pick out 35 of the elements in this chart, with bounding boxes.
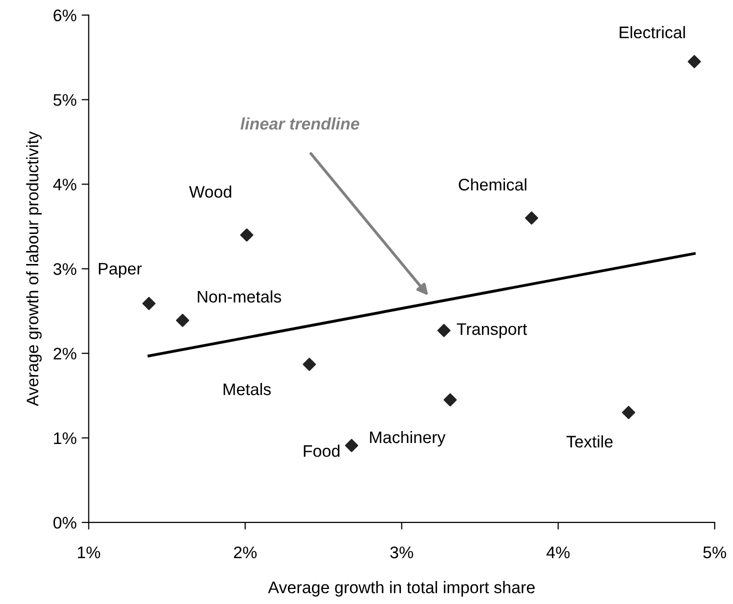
y-tick-label: 0% [53,516,76,529]
point [524,211,538,225]
y-tick-label: 4% [53,178,76,190]
annotation: Wood [189,186,232,198]
point [622,406,636,420]
annotation: Electrical [620,26,685,38]
y-tick-label: 1% [54,432,76,444]
annotation: linear trendline [240,117,360,130]
annotation: Paper [98,262,142,278]
annotation: Machinery [370,430,446,447]
annotation: Transport [456,323,528,338]
annotation: Food [304,444,340,457]
x-tick-label: 4% [546,546,570,558]
point [345,438,358,452]
annotation: Chemical [458,178,526,191]
point [688,55,701,68]
x-axis-title: Average growth in total import share [268,581,535,597]
y-tick-label: 5% [53,94,76,106]
point [444,393,457,406]
x-tick-label: 5% [703,546,726,558]
point [437,324,451,338]
point [302,358,316,371]
y-tick-label: 3% [53,263,76,275]
point [240,228,254,242]
point [176,314,190,327]
annotation: Textile [566,435,613,448]
annotation: Non-metals [198,290,282,303]
x-tick-label: 2% [234,546,257,558]
x-tick-label: 3% [390,546,414,558]
y-tick-label: 2% [54,348,76,360]
point [142,296,156,310]
y-tick-label: 6% [54,10,76,22]
annotation: Metals [224,382,271,396]
x-tick-label: 1% [78,546,100,558]
y-axis-title: Average growth of labour productivity [26,131,42,406]
